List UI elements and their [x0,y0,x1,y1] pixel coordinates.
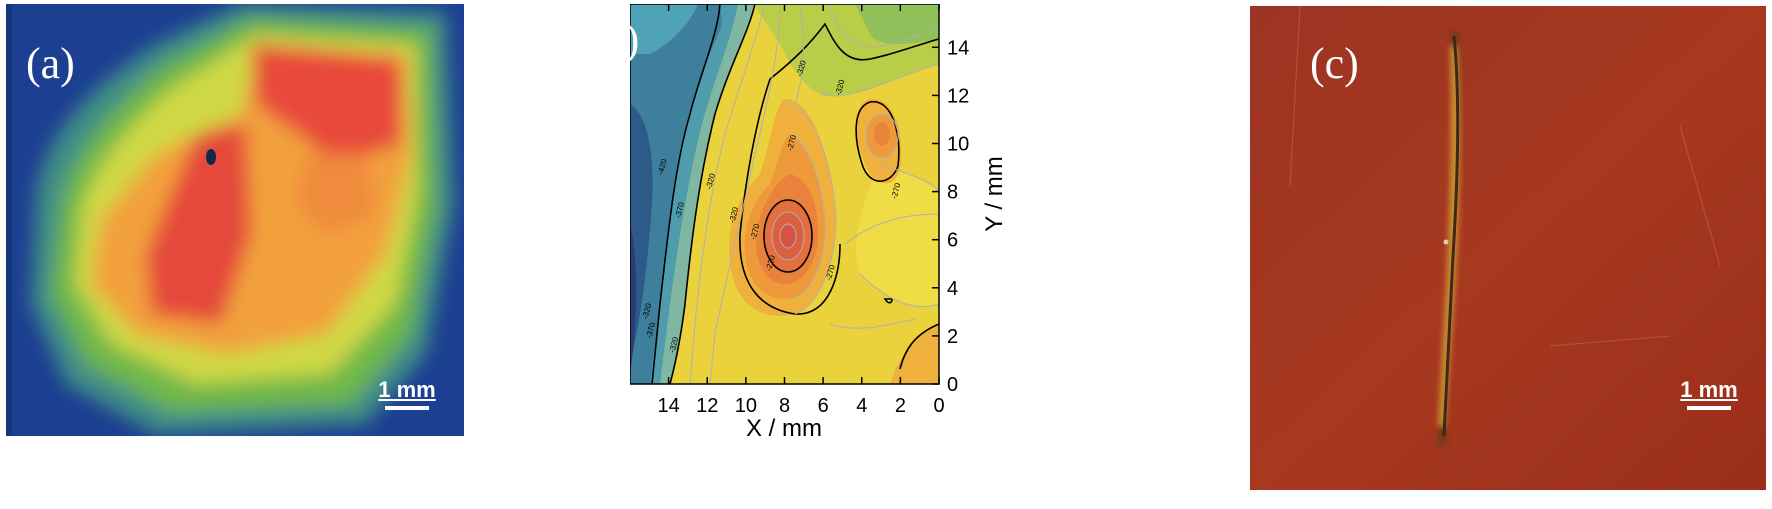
panel-c-photo: (c) 1 mm [1250,6,1766,490]
contour-level-label: -320 [668,335,681,353]
contour-level-label: -420 [656,157,669,175]
panel-a-thermal-map: (a) 1 mm [6,4,464,436]
contour-level-label: -220 [764,254,777,272]
x-tick-label: 6 [818,395,829,417]
y-axis-title: Y / mm [981,156,1008,232]
panel-b-contour-plot: -320 -370 -320 -370 -320 -320 -420 -320 -270 -270… [588,3,1066,442]
contour-level-label: -320 [640,302,653,320]
y-tick-label: 4 [947,278,958,300]
x-tick-label: 14 [658,395,680,417]
x-tick-label: 0 [933,395,944,417]
x-tick-label: 12 [696,395,718,417]
contour-level-label: -320 [834,78,847,96]
contour-level-label: -270 [890,182,903,200]
pore-mark [206,149,216,165]
x-tick-label: 2 [895,395,906,417]
contour-level-label: -320 [704,172,717,190]
panel-c-scalebar-label: 1 mm [1680,377,1738,402]
contour-level-label: -270 [824,263,837,281]
contour-level-label: -370 [673,201,686,219]
panel-c-scalebar: 1 mm [1674,378,1744,410]
x-axis-title: X / mm [746,415,822,440]
contour-level-label: -320 [727,206,740,224]
y-tick-label: 12 [947,85,969,107]
contour-level-label: -270 [785,133,798,151]
panel-b-label: (b) [588,15,640,64]
panel-a-label: (a) [26,39,75,88]
contour-level-label: -270 [749,222,762,240]
panel-c-image [1250,6,1766,490]
panel-c-label: (c) [1310,39,1359,88]
y-tick-label: 2 [947,326,958,348]
contour-level-label: -370 [644,321,657,339]
x-tick-label: 4 [856,395,867,417]
y-tick-label: 0 [947,374,958,396]
x-axis-ticks: 14 12 10 8 6 4 2 0 [658,4,945,417]
plot-area: -320-370-320-370-320-320-420-320-270-270… [629,3,969,417]
y-tick-label: 10 [947,133,969,155]
panel-a-scalebar-line [385,406,429,410]
panel-c-scalebar-line [1687,406,1731,410]
surface-speck [1443,239,1449,245]
panel-a-image [6,4,464,436]
panel-a-scalebar-label: 1 mm [378,377,436,402]
contour-chart: -320-370-320-370-320-320-420-320-270-270… [629,3,1008,442]
x-tick-label: 10 [735,395,757,417]
y-axis-ticks: 0 2 4 6 8 10 12 14 [932,37,969,396]
contour-labels: -320-370-320-370-320-320-420-320-270-270… [640,59,902,354]
y-tick-label: 14 [947,37,969,59]
y-tick-label: 6 [947,230,958,252]
contour-level-label: -320 [795,59,808,77]
panel-a-scalebar: 1 mm [372,378,442,410]
y-tick-label: 8 [947,182,958,204]
x-tick-label: 8 [779,395,790,417]
